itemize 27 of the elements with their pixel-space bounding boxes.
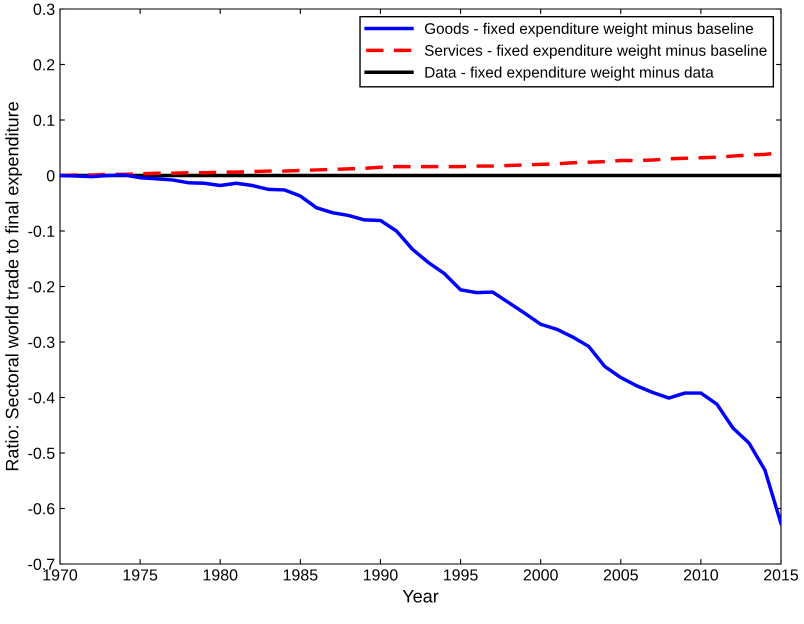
y-tick-label: -0.4 <box>28 392 55 404</box>
y-tick-label: 0.1 <box>34 114 54 126</box>
y-tick-label: -0.1 <box>28 226 54 237</box>
x-tick-label: 2010 <box>684 569 718 581</box>
x-tick-label: 1985 <box>284 569 318 581</box>
y-tick-label: -0.2 <box>28 281 54 292</box>
y-tick-label: 0.2 <box>34 59 54 70</box>
x-tick-label: 1970 <box>43 569 78 581</box>
x-tick-label: 1980 <box>204 569 238 581</box>
y-tick-label: -0.7 <box>28 558 54 570</box>
legend-label: Data - fixed expenditure weight minus data <box>425 66 714 81</box>
x-tick-label: 2005 <box>604 569 638 581</box>
x-tick-label: 2000 <box>524 569 558 581</box>
y-tick-label: -0.5 <box>28 448 54 459</box>
x-tick-label: 1990 <box>364 569 398 581</box>
legend-label: Goods - fixed expenditure weight minus baseline <box>424 22 754 37</box>
x-tick-label: 1975 <box>124 569 158 581</box>
x-axis-title: Year <box>402 590 438 603</box>
line-series <box>60 173 781 526</box>
y-tick-label: -0.6 <box>28 503 54 514</box>
y-tick-label: -0.3 <box>28 336 54 348</box>
y-axis-title: Ratio: Sectoral world trade to final expenditure <box>5 102 22 470</box>
x-tick-label: 1995 <box>444 569 478 581</box>
y-tick-label: 0 <box>46 170 55 182</box>
legend-label: Services - fixed expenditure weight minus baseline <box>424 44 767 59</box>
x-tick-label: 2015 <box>764 569 798 581</box>
y-tick-label: 0.3 <box>34 4 54 15</box>
